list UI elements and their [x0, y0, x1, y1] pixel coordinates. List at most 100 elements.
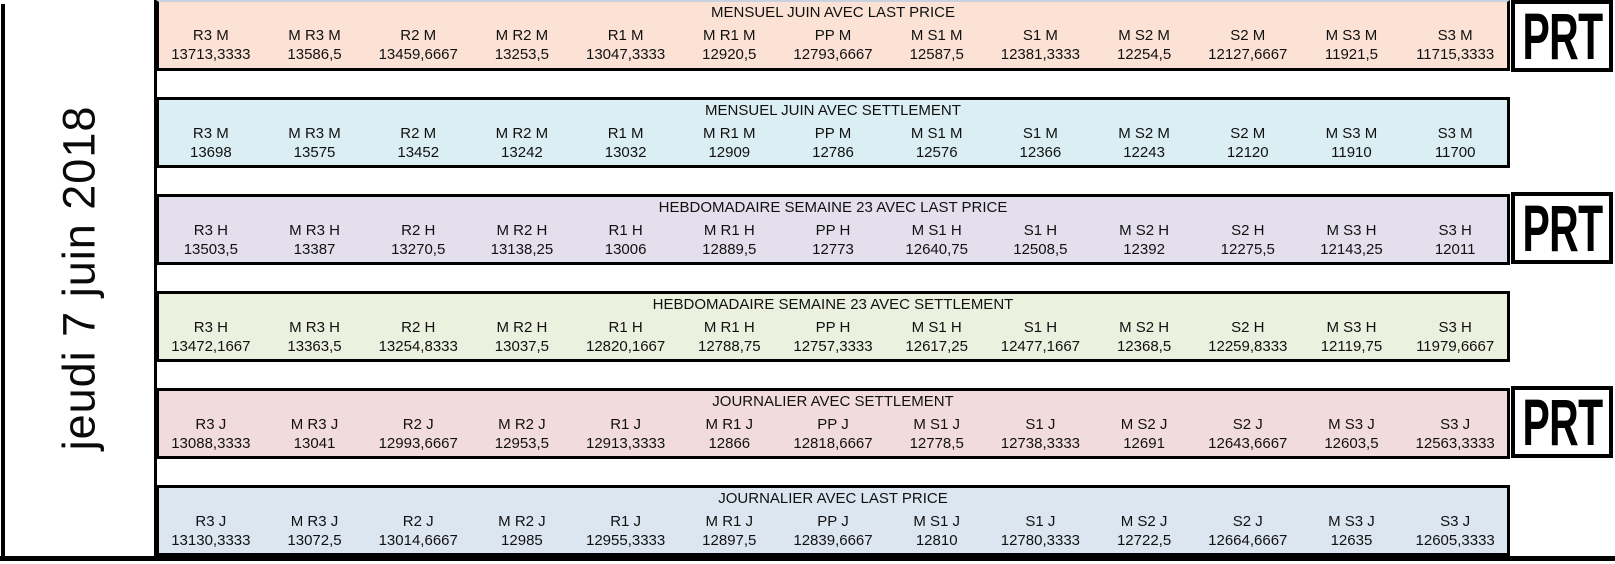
header-cell: S3 J	[1440, 416, 1471, 433]
band-hebdomadaire-last-price: HEBDOMADAIRE SEMAINE 23 AVEC LAST PRICE …	[156, 192, 1613, 265]
band-values-row: 13503,5 13387 13270,5 13138,25 13006 12889,5 1…	[159, 241, 1507, 262]
value-cell: 13270,5	[391, 241, 446, 258]
value-cell: 13072,5	[287, 532, 342, 549]
header-cell: R2 H	[401, 319, 436, 336]
value-cell: 12793,6667	[793, 46, 873, 63]
value-cell: 12605,3333	[1415, 532, 1495, 549]
prt-button[interactable]: PRT	[1511, 0, 1613, 72]
value-cell: 13713,3333	[171, 46, 251, 63]
value-cell: 12576	[915, 144, 958, 161]
header-cell: M S3 H	[1326, 319, 1377, 336]
header-cell: R3 J	[195, 513, 227, 530]
band-values-row: 13698 13575 13452 13242 13032 12909 12786 12576…	[159, 144, 1507, 165]
header-cell: M S1 H	[911, 222, 962, 239]
header-cell: R1 H	[608, 222, 643, 239]
left-border-line	[1, 4, 5, 557]
value-cell: 12603,5	[1324, 435, 1379, 452]
band-journalier-settlement: JOURNALIER AVEC SETTLEMENT R3 J M R3 J R2 …	[156, 386, 1613, 459]
value-cell: 12143,25	[1320, 241, 1383, 258]
header-cell: R1 J	[610, 513, 642, 530]
value-cell: 12691	[1123, 435, 1165, 452]
header-cell: M S2 J	[1120, 416, 1168, 433]
value-cell: 11921,5	[1324, 46, 1378, 63]
header-cell: M R3 H	[289, 222, 340, 239]
header-cell: S1 H	[1023, 319, 1058, 336]
band-title: HEBDOMADAIRE SEMAINE 23 AVEC LAST PRICE	[658, 199, 1008, 216]
header-cell: S3 H	[1438, 222, 1472, 239]
header-cell: R2 J	[402, 513, 434, 530]
band-title: HEBDOMADAIRE SEMAINE 23 AVEC SETTLEMENT	[652, 296, 1014, 313]
value-cell: 13363,5	[287, 338, 342, 355]
prt-button[interactable]: PRT	[1511, 192, 1613, 264]
header-cell: R1 M	[607, 125, 644, 142]
header-cell: M S1 J	[913, 416, 961, 433]
header-cell: M S3 M	[1325, 125, 1378, 142]
date-label: jeudi 7 juin 2018	[53, 105, 104, 451]
value-cell: 12243	[1123, 144, 1165, 161]
header-cell: PP H	[815, 319, 851, 336]
header-cell: M R1 J	[705, 416, 754, 433]
band-header-row: R3 H M R3 H R2 H M R2 H R1 H M R1 H PP H M S1 H…	[159, 216, 1507, 241]
value-cell: 12477,1667	[1000, 338, 1080, 355]
header-cell: M S2 M	[1118, 27, 1170, 44]
band-values-row: 13472,1667 13363,5 13254,8333 13037,5 12820,…	[159, 338, 1507, 359]
prt-label: PRT	[1522, 192, 1603, 264]
header-cell: M R1 H	[703, 222, 755, 239]
value-cell: 12011	[1434, 241, 1476, 258]
header-cell: R2 H	[401, 222, 436, 239]
value-cell: 13503,5	[183, 241, 238, 258]
value-cell: 13088,3333	[171, 435, 251, 452]
prt-label: PRT	[1522, 386, 1603, 458]
value-cell: 12953,5	[494, 435, 550, 452]
header-cell: M R3 J	[290, 513, 339, 530]
header-cell: M R2 J	[498, 513, 546, 530]
value-cell: 12587,5	[909, 46, 964, 63]
date-table-divider	[154, 0, 157, 557]
header-cell: M R2 J	[498, 416, 546, 433]
prt-button[interactable]: PRT	[1511, 386, 1613, 458]
value-cell: 12643,6667	[1208, 435, 1288, 452]
value-cell: 11700	[1434, 144, 1476, 161]
header-cell: M R3 H	[289, 319, 340, 336]
header-cell: S3 J	[1440, 513, 1471, 530]
value-cell: 12275,5	[1220, 241, 1275, 258]
value-cell: 13698	[189, 144, 232, 161]
header-cell: S3 M	[1437, 27, 1473, 44]
value-cell: 12259,8333	[1208, 338, 1288, 355]
header-cell: S1 J	[1025, 513, 1056, 530]
value-cell: 12866	[708, 435, 751, 452]
header-cell: M R3 M	[288, 27, 341, 44]
header-cell: S2 H	[1231, 319, 1265, 336]
header-cell: M S3 H	[1326, 222, 1377, 239]
value-cell: 12788,75	[698, 338, 761, 355]
value-cell: 12366	[1019, 144, 1062, 161]
value-cell: 12839,6667	[793, 532, 873, 549]
header-cell: M R1 M	[703, 125, 756, 142]
value-cell: 13459,6667	[378, 46, 458, 63]
value-cell: 13575	[293, 144, 336, 161]
value-cell: 13047,3333	[585, 46, 666, 63]
value-cell: 12640,75	[905, 241, 968, 258]
header-cell: S1 M	[1022, 27, 1058, 44]
header-cell: M S1 M	[910, 27, 963, 44]
band-header-row: R3 M M R3 M R2 M M R2 M R1 M M R1 M PP M M S1 M…	[159, 21, 1507, 46]
header-cell: M R2 M	[495, 125, 549, 142]
bottom-border-line	[0, 556, 1615, 561]
header-cell: S3 M	[1437, 125, 1473, 142]
value-cell: 13254,8333	[378, 338, 458, 355]
value-cell: 12508,5	[1013, 241, 1068, 258]
value-cell: 13041	[293, 435, 336, 452]
header-cell: M R2 M	[495, 27, 549, 44]
prt-label: PRT	[1522, 0, 1603, 72]
header-cell: PP J	[817, 513, 849, 530]
value-cell: 12993,6667	[378, 435, 458, 452]
header-cell: S3 H	[1438, 319, 1472, 336]
header-cell: PP M	[814, 27, 852, 44]
header-cell: R3 H	[193, 319, 228, 336]
value-cell: 12909	[708, 144, 751, 161]
band-header-row: R3 J M R3 J R2 J M R2 J R1 J M R1 J PP J M S1 J…	[159, 410, 1507, 435]
header-cell: M S2 J	[1120, 513, 1168, 530]
header-cell: M R3 M	[288, 125, 341, 142]
header-cell: M S2 H	[1119, 319, 1170, 336]
